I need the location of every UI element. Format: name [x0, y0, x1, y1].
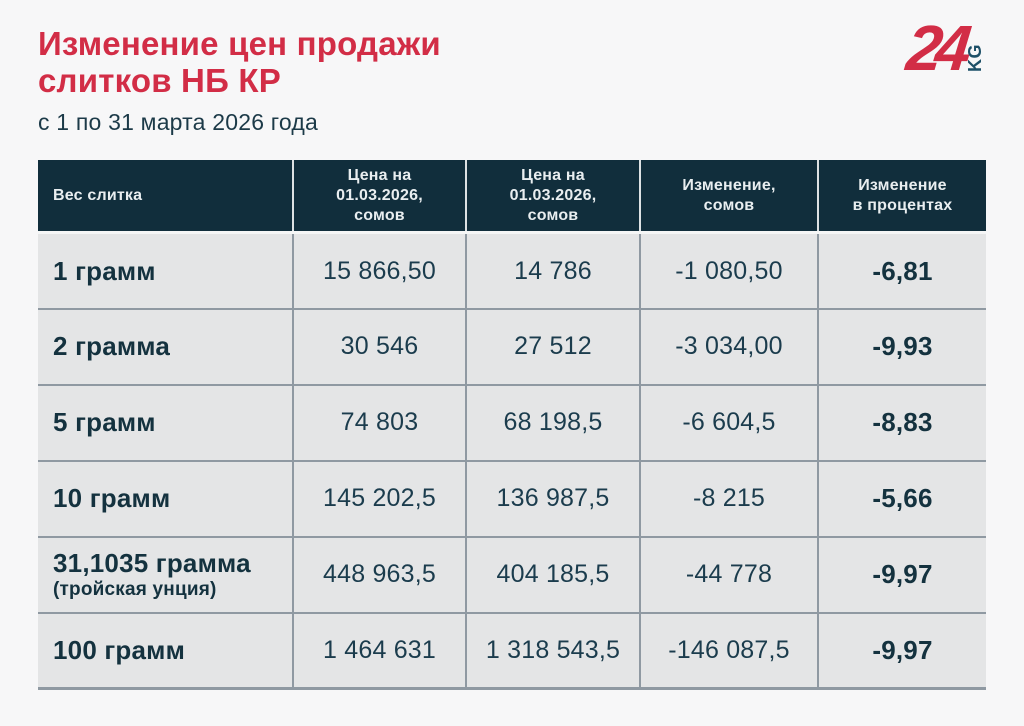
price-table: Вес слитка Цена на 01.03.2026, сомов Цен… [38, 159, 986, 691]
cell-price-start: 30 546 [292, 307, 467, 386]
table-row: 10 грамм 145 202,5 136 987,5 -8 215 -5,6… [38, 459, 986, 538]
cell-change-som: -146 087,5 [639, 611, 819, 691]
cell-change-som: -3 034,00 [639, 307, 819, 386]
table-row: 31,1035 грамма (тройская унция) 448 963,… [38, 535, 986, 614]
cell-price-end: 27 512 [465, 307, 641, 386]
cell-change-pct: -9,93 [817, 307, 986, 386]
cell-weight: 5 грамм [38, 383, 294, 462]
cell-change-som: -44 778 [639, 535, 819, 614]
cell-price-start: 145 202,5 [292, 459, 467, 538]
weight-label: 5 грамм [53, 407, 156, 438]
cell-weight: 31,1035 грамма (тройская унция) [38, 535, 294, 614]
cell-price-end: 68 198,5 [465, 383, 641, 462]
table-row: 1 грамм 15 866,50 14 786 -1 080,50 -6,81 [38, 231, 986, 310]
cell-price-end: 404 185,5 [465, 535, 641, 614]
col-header-change-som: Изменение, сомов [639, 159, 818, 235]
cell-change-som: -1 080,50 [639, 231, 819, 310]
cell-change-pct: -6,81 [817, 231, 986, 310]
page-title-line2: слитков НБ КР [38, 61, 281, 99]
cell-weight: 2 грамма [38, 307, 294, 386]
col-header-price-end: Цена на 01.03.2026, сомов [465, 159, 640, 235]
col-header-change-pct: Изменение в процентах [817, 159, 986, 235]
page-title-line1: Изменение цен продажи [38, 25, 441, 62]
cell-weight: 100 грамм [38, 611, 294, 691]
cell-change-pct: -9,97 [817, 535, 986, 614]
logo-24kg: 24 KG [903, 12, 985, 84]
weight-note: (тройская унция) [53, 578, 217, 600]
col-header-weight: Вес слитка [38, 159, 293, 235]
price-table-header: Вес слитка Цена на 01.03.2026, сомов Цен… [38, 159, 986, 235]
cell-price-end: 14 786 [465, 231, 641, 310]
cell-price-end: 1 318 543,5 [465, 611, 641, 691]
weight-label: 100 грамм [53, 635, 186, 665]
table-row: 100 грамм 1 464 631 1 318 543,5 -146 087… [38, 611, 986, 691]
cell-change-som: -6 604,5 [639, 383, 819, 462]
table-row: 5 грамм 74 803 68 198,5 -6 604,5 -8,83 [38, 383, 986, 462]
price-table-body: 1 грамм 15 866,50 14 786 -1 080,50 -6,81… [38, 231, 986, 691]
cell-change-som: -8 215 [639, 459, 819, 538]
cell-price-start: 448 963,5 [292, 535, 467, 614]
cell-price-start: 1 464 631 [292, 611, 467, 691]
cell-price-start: 74 803 [292, 383, 467, 462]
table-row: 2 грамма 30 546 27 512 -3 034,00 -9,93 [38, 307, 986, 386]
cell-price-end: 136 987,5 [465, 459, 641, 538]
weight-label: 1 грамм [53, 255, 156, 286]
weight-label: 31,1035 грамма [53, 548, 251, 579]
cell-price-start: 15 866,50 [292, 231, 467, 310]
logo-24-glyph: 24 [903, 12, 968, 84]
cell-change-pct: -5,66 [817, 459, 986, 538]
col-header-price-start: Цена на 01.03.2026, сомов [292, 159, 466, 235]
cell-change-pct: -8,83 [817, 383, 986, 462]
header-row: Вес слитка Цена на 01.03.2026, сомов Цен… [38, 159, 986, 235]
weight-label: 10 грамм [53, 483, 171, 514]
logo-kg-label: KG [965, 44, 985, 73]
page-subtitle: с 1 по 31 марта 2026 года [38, 108, 318, 135]
page-title: Изменение цен продажи слитков НБ КР [38, 25, 986, 100]
cell-weight: 1 грамм [38, 231, 294, 310]
cell-change-pct: -9,97 [817, 611, 986, 691]
weight-label: 2 грамма [53, 331, 171, 362]
cell-weight: 10 грамм [38, 459, 294, 538]
